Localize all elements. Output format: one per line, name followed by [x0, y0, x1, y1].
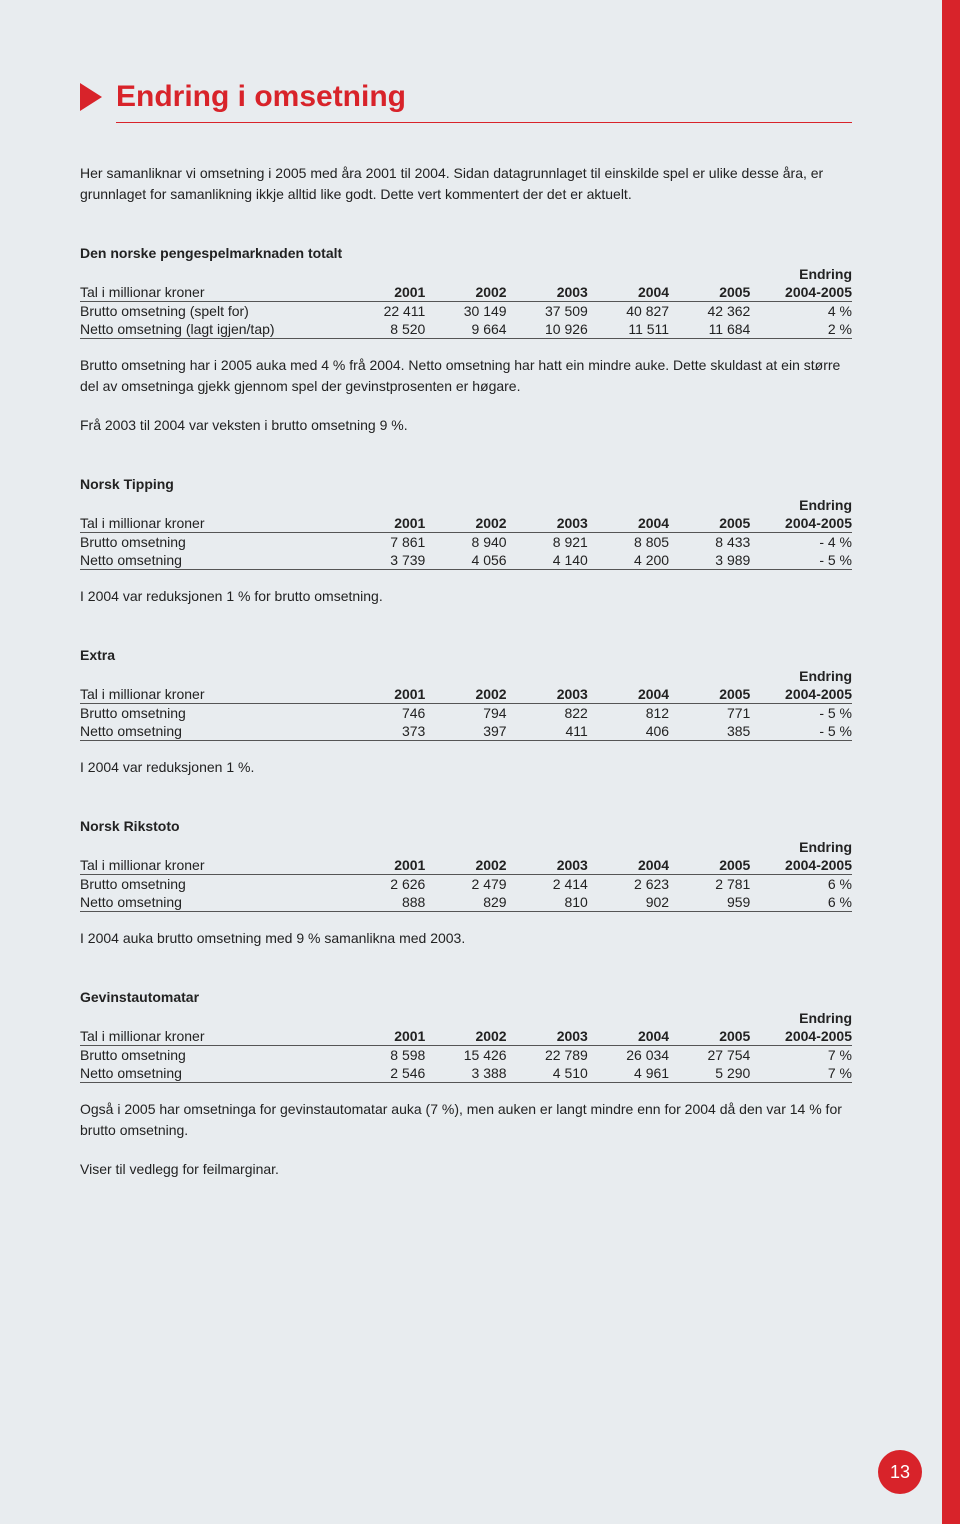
intro-text: Her samanliknar vi omsetning i 2005 med …	[80, 163, 850, 205]
section-title: Extra	[80, 647, 852, 663]
section-title: Norsk Rikstoto	[80, 818, 852, 834]
table-row: Brutto omsetning (spelt for) 22 41130 14…	[80, 302, 852, 321]
table-row: Netto omsetning (lagt igjen/tap) 8 5209 …	[80, 320, 852, 339]
section-gevinst: Gevinstautomatar Endring Tal i millionar…	[80, 989, 852, 1180]
table-row: Netto omsetning3 7394 0564 1404 2003 989…	[80, 551, 852, 570]
note-text: Viser til vedlegg for feilmarginar.	[80, 1159, 852, 1180]
section-title: Norsk Tipping	[80, 476, 852, 492]
table-tipping: Endring Tal i millionar kroner 200120022…	[80, 496, 852, 570]
side-bar-decoration	[942, 0, 960, 1524]
table-rikstoto: Endring Tal i millionar kroner 200120022…	[80, 838, 852, 912]
table-extra: Endring Tal i millionar kroner 200120022…	[80, 667, 852, 741]
section-rikstoto: Norsk Rikstoto Endring Tal i millionar k…	[80, 818, 852, 949]
section-totalt: Den norske pengespelmarknaden totalt End…	[80, 245, 852, 436]
table-row: Brutto omsetning7 8618 9408 9218 8058 43…	[80, 533, 852, 552]
table-row: Brutto omsetning2 6262 4792 4142 6232 78…	[80, 875, 852, 894]
page-content: Endring i omsetning Her samanliknar vi o…	[0, 0, 942, 1260]
page-number: 13	[890, 1462, 910, 1483]
note-text: Brutto omsetning har i 2005 auka med 4 %…	[80, 355, 852, 397]
note-text: I 2004 var reduksjonen 1 % for brutto om…	[80, 586, 852, 607]
col-endring: 2004-2005	[750, 283, 852, 302]
table-row: Brutto omsetning8 59815 42622 78926 0342…	[80, 1046, 852, 1065]
table-row: Brutto omsetning746794822812771- 5 %	[80, 704, 852, 723]
title-rule	[116, 122, 852, 123]
triangle-icon	[80, 83, 102, 111]
col-label: Tal i millionar kroner	[80, 283, 344, 302]
note-text: I 2004 var reduksjonen 1 %.	[80, 757, 852, 778]
page-title: Endring i omsetning	[116, 80, 406, 114]
section-title: Den norske pengespelmarknaden totalt	[80, 245, 852, 261]
table-row: Netto omsetning2 5463 3884 5104 9615 290…	[80, 1064, 852, 1083]
note-text: Frå 2003 til 2004 var veksten i brutto o…	[80, 415, 852, 436]
title-row: Endring i omsetning	[80, 80, 852, 114]
col-2001: 2001	[344, 283, 425, 302]
page-number-badge: 13	[878, 1450, 922, 1494]
note-text: I 2004 auka brutto omsetning med 9 % sam…	[80, 928, 852, 949]
note-text: Også i 2005 har omsetninga for gevinstau…	[80, 1099, 852, 1141]
col-2003: 2003	[507, 283, 588, 302]
col-2004: 2004	[588, 283, 669, 302]
col-2002: 2002	[425, 283, 506, 302]
col-2005: 2005	[669, 283, 750, 302]
table-totalt: Endring Tal i millionar kroner 2001 2002…	[80, 265, 852, 339]
section-title: Gevinstautomatar	[80, 989, 852, 1005]
table-row: Netto omsetning373397411406385- 5 %	[80, 722, 852, 741]
section-tipping: Norsk Tipping Endring Tal i millionar kr…	[80, 476, 852, 607]
col-endring-top: Endring	[750, 265, 852, 283]
table-row: Netto omsetning8888298109029596 %	[80, 893, 852, 912]
table-gevinst: Endring Tal i millionar kroner 200120022…	[80, 1009, 852, 1083]
section-extra: Extra Endring Tal i millionar kroner 200…	[80, 647, 852, 778]
